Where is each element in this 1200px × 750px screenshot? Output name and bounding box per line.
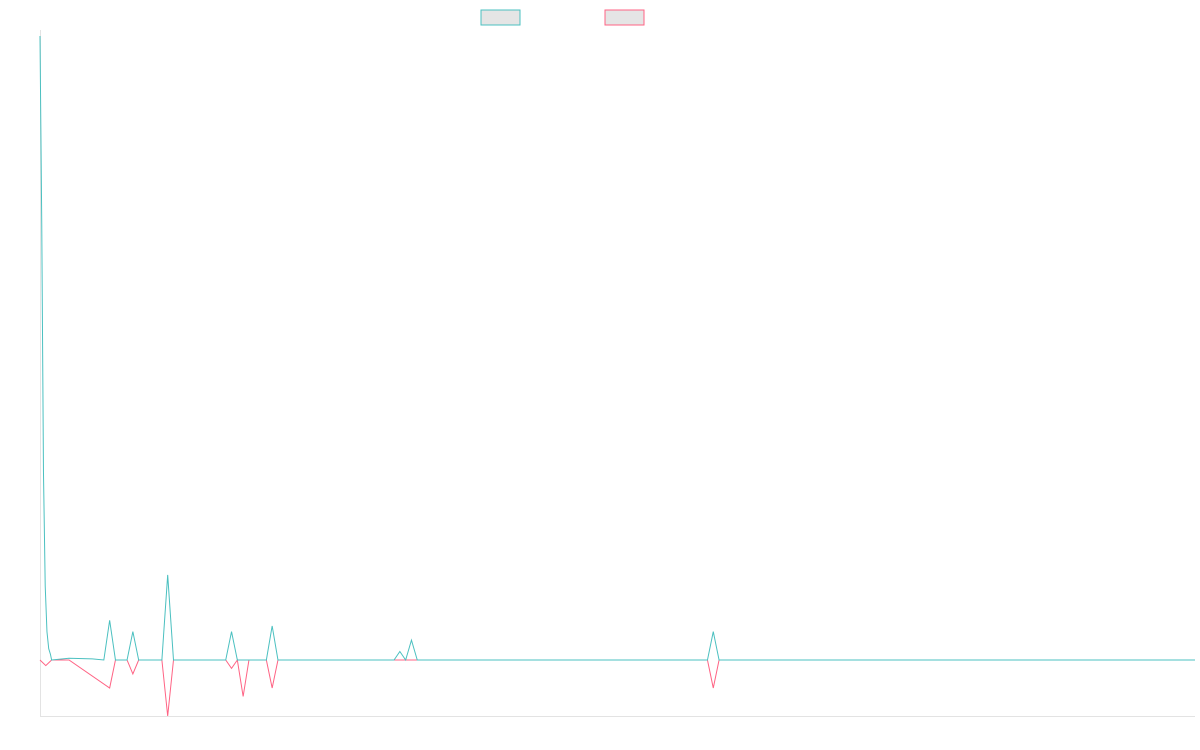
series-line-1: [39, 35, 1195, 662]
plot-area: [39, 30, 1195, 717]
series-layer: [39, 35, 1195, 717]
legend-swatch-series-1[interactable]: [480, 9, 521, 26]
legend: [480, 9, 645, 26]
series-line-2: [39, 658, 1195, 717]
legend-swatch-series-2[interactable]: [604, 9, 645, 26]
